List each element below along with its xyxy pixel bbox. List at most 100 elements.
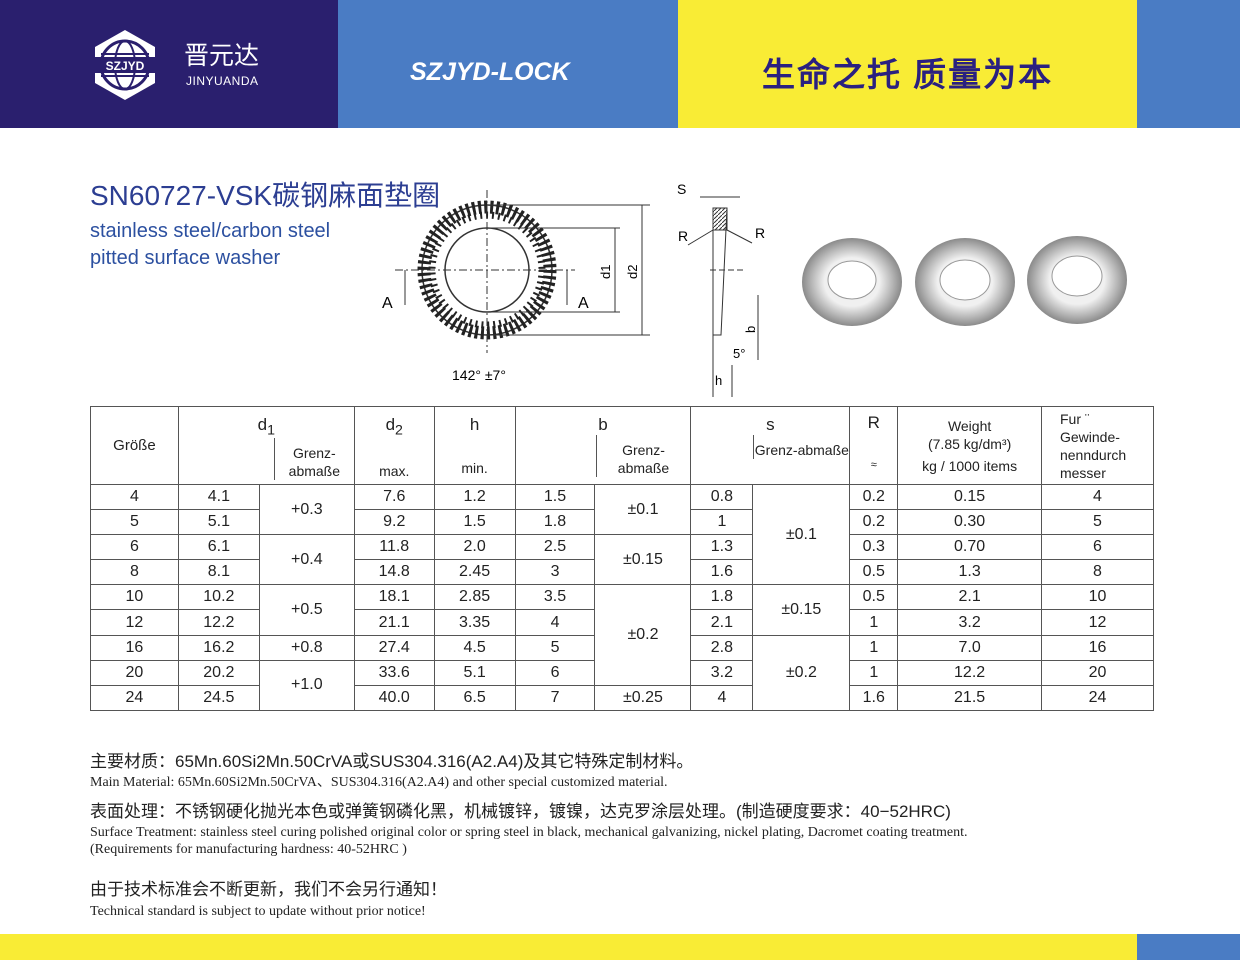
cell-r: 0.2: [849, 483, 899, 511]
header-size: Größe: [90, 406, 179, 485]
cell-d1: 20.2: [177, 659, 260, 686]
cell-s: 0.8: [690, 483, 754, 511]
cell-d1: 5.1: [177, 509, 260, 536]
cell-thread: 8: [1040, 559, 1155, 586]
cell-d1: 4.1: [177, 483, 260, 511]
svg-text:SZJYD: SZJYD: [106, 59, 145, 73]
cell-s: 3.2: [690, 659, 754, 686]
cell-size: 20: [90, 659, 179, 686]
table-row: 24 24.5 40.0 6.5 7 ±0.25 4 1.6 21.5 24: [90, 684, 1155, 711]
washer-photo: [802, 238, 902, 326]
table-row: 6 6.1 +0.4 11.8 2.0 2.5 ±0.15 1.3 0.3 0.70 6: [90, 534, 1155, 586]
cell-thread: 20: [1040, 659, 1155, 686]
brand-logo: SZJYD-LOCK: [410, 58, 570, 86]
cell-h: 5.1: [433, 659, 516, 686]
header-navy-band: [0, 0, 338, 128]
cell-size: 8: [90, 559, 179, 586]
cell-weight: 12.2: [897, 659, 1042, 686]
cell-d1: 6.1: [177, 534, 260, 561]
cell-size: 10: [90, 584, 179, 611]
table-row: 20 20.2 +1.0 33.6 5.1 6 3.2 1 12.2 20: [90, 659, 1155, 711]
cell-size: 24: [90, 684, 179, 711]
cell-weight: 3.2: [897, 609, 1042, 636]
cell-r: 0.5: [849, 559, 899, 586]
product-subtitle: stainless steel/carbon steel: [90, 220, 331, 242]
cell-r: 0.2: [849, 509, 899, 536]
cell-weight: 0.70: [897, 534, 1042, 561]
cell-r: 0.3: [849, 534, 899, 561]
angle-label: 142° ±7°: [452, 367, 506, 383]
cell-s: 2.1: [690, 609, 754, 636]
product-subtitle: pitted surface washer: [90, 247, 281, 269]
cell-thread: 12: [1040, 609, 1155, 636]
cell-s: 1.8: [690, 584, 754, 611]
cell-h: 2.0: [433, 534, 516, 561]
cell-thread: 6: [1040, 534, 1155, 561]
cell-thread: 10: [1040, 584, 1155, 611]
cell-weight: 1.3: [897, 559, 1042, 586]
header-s: s Grenz-abmaße: [690, 406, 851, 485]
cell-h: 1.2: [433, 483, 516, 511]
section-a-left: A: [382, 295, 393, 312]
material-en: Main Material: 65Mn.60Si2Mn.50CrVA、SUS30…: [90, 775, 668, 790]
cell-size: 6: [90, 534, 179, 561]
cell-s-tolerance: ±0.2: [752, 634, 851, 711]
cell-h: 2.45: [433, 559, 516, 586]
cell-size: 16: [90, 634, 179, 661]
cell-d1: 16.2: [177, 634, 260, 661]
cell-h: 2.85: [433, 584, 516, 611]
d1-label: d1: [598, 265, 613, 279]
cell-r: 1: [849, 609, 899, 636]
cell-weight: 0.15: [897, 483, 1042, 511]
s-label: S: [677, 181, 686, 197]
cell-b: 4: [514, 609, 596, 636]
cell-d2: 11.8: [353, 534, 435, 561]
cell-r: 0.5: [849, 584, 899, 611]
header-blue-band-right: [1137, 0, 1240, 128]
header-d2: d2 max.: [353, 406, 435, 485]
cell-h: 6.5: [433, 684, 516, 711]
section-a-right: A: [578, 295, 589, 312]
washer-photos: [802, 236, 1127, 326]
b-label: b: [743, 326, 758, 333]
cell-b: 2.5: [514, 534, 596, 561]
cell-d2: 7.6: [353, 483, 435, 511]
cell-b: 1.8: [514, 509, 596, 536]
cell-weight: 0.30: [897, 509, 1042, 536]
cell-b: 1.5: [514, 483, 596, 511]
washer-photo: [1027, 236, 1127, 324]
slogan: 生命之托 质量为本: [762, 56, 1054, 93]
cell-d1: 8.1: [177, 559, 260, 586]
cell-s: 1.6: [690, 559, 754, 586]
cell-d2: 21.1: [353, 609, 435, 636]
cell-b: 7: [514, 684, 596, 711]
spec-table: Größe d1 Grenz-abmaße d2 max. h min. b Grenz…: [90, 406, 1155, 711]
header-d1: d1 Grenz-abmaße: [177, 406, 355, 485]
cell-weight: 2.1: [897, 584, 1042, 611]
cell-weight: 21.5: [897, 684, 1042, 711]
cell-r: 1: [849, 659, 899, 686]
cell-s: 4: [690, 684, 754, 711]
cell-size: 5: [90, 509, 179, 536]
notice-cn: 由于技术标准会不断更新，我们不会另行通知！: [90, 880, 447, 899]
cell-d1-tolerance: +0.5: [258, 584, 355, 636]
r-right-label: R: [755, 225, 765, 241]
cell-d1: 10.2: [177, 584, 260, 611]
cell-h: 4.5: [433, 634, 516, 661]
header-thread: Fur ¨ Gewinde-nenndurch messer: [1040, 406, 1155, 485]
cell-d2: 9.2: [353, 509, 435, 536]
material-cn: 主要材质：65Mn.60Si2Mn.50CrVA或SUS304.316(A2.A…: [90, 752, 694, 771]
logo-icon: SZJYD: [93, 30, 157, 100]
cell-d1-tolerance: +0.8: [258, 634, 355, 661]
cell-d2: 18.1: [353, 584, 435, 611]
cell-thread: 5: [1040, 509, 1155, 536]
header-r: R ≈: [849, 406, 899, 485]
cell-h: 3.35: [433, 609, 516, 636]
cell-b-tolerance: ±0.25: [594, 684, 692, 711]
table-row: 4 4.1 +0.3 7.6 1.2 1.5 ±0.1 0.8 ±0.1 0.2 0.15 4: [90, 483, 1155, 586]
cell-d1-tolerance: +0.3: [258, 483, 355, 536]
cell-s: 2.8: [690, 634, 754, 661]
d2-label: d2: [625, 265, 640, 279]
surface-en-2: (Requirements for manufacturing hardness…: [90, 842, 407, 857]
footer-blue-band: [1137, 934, 1240, 960]
